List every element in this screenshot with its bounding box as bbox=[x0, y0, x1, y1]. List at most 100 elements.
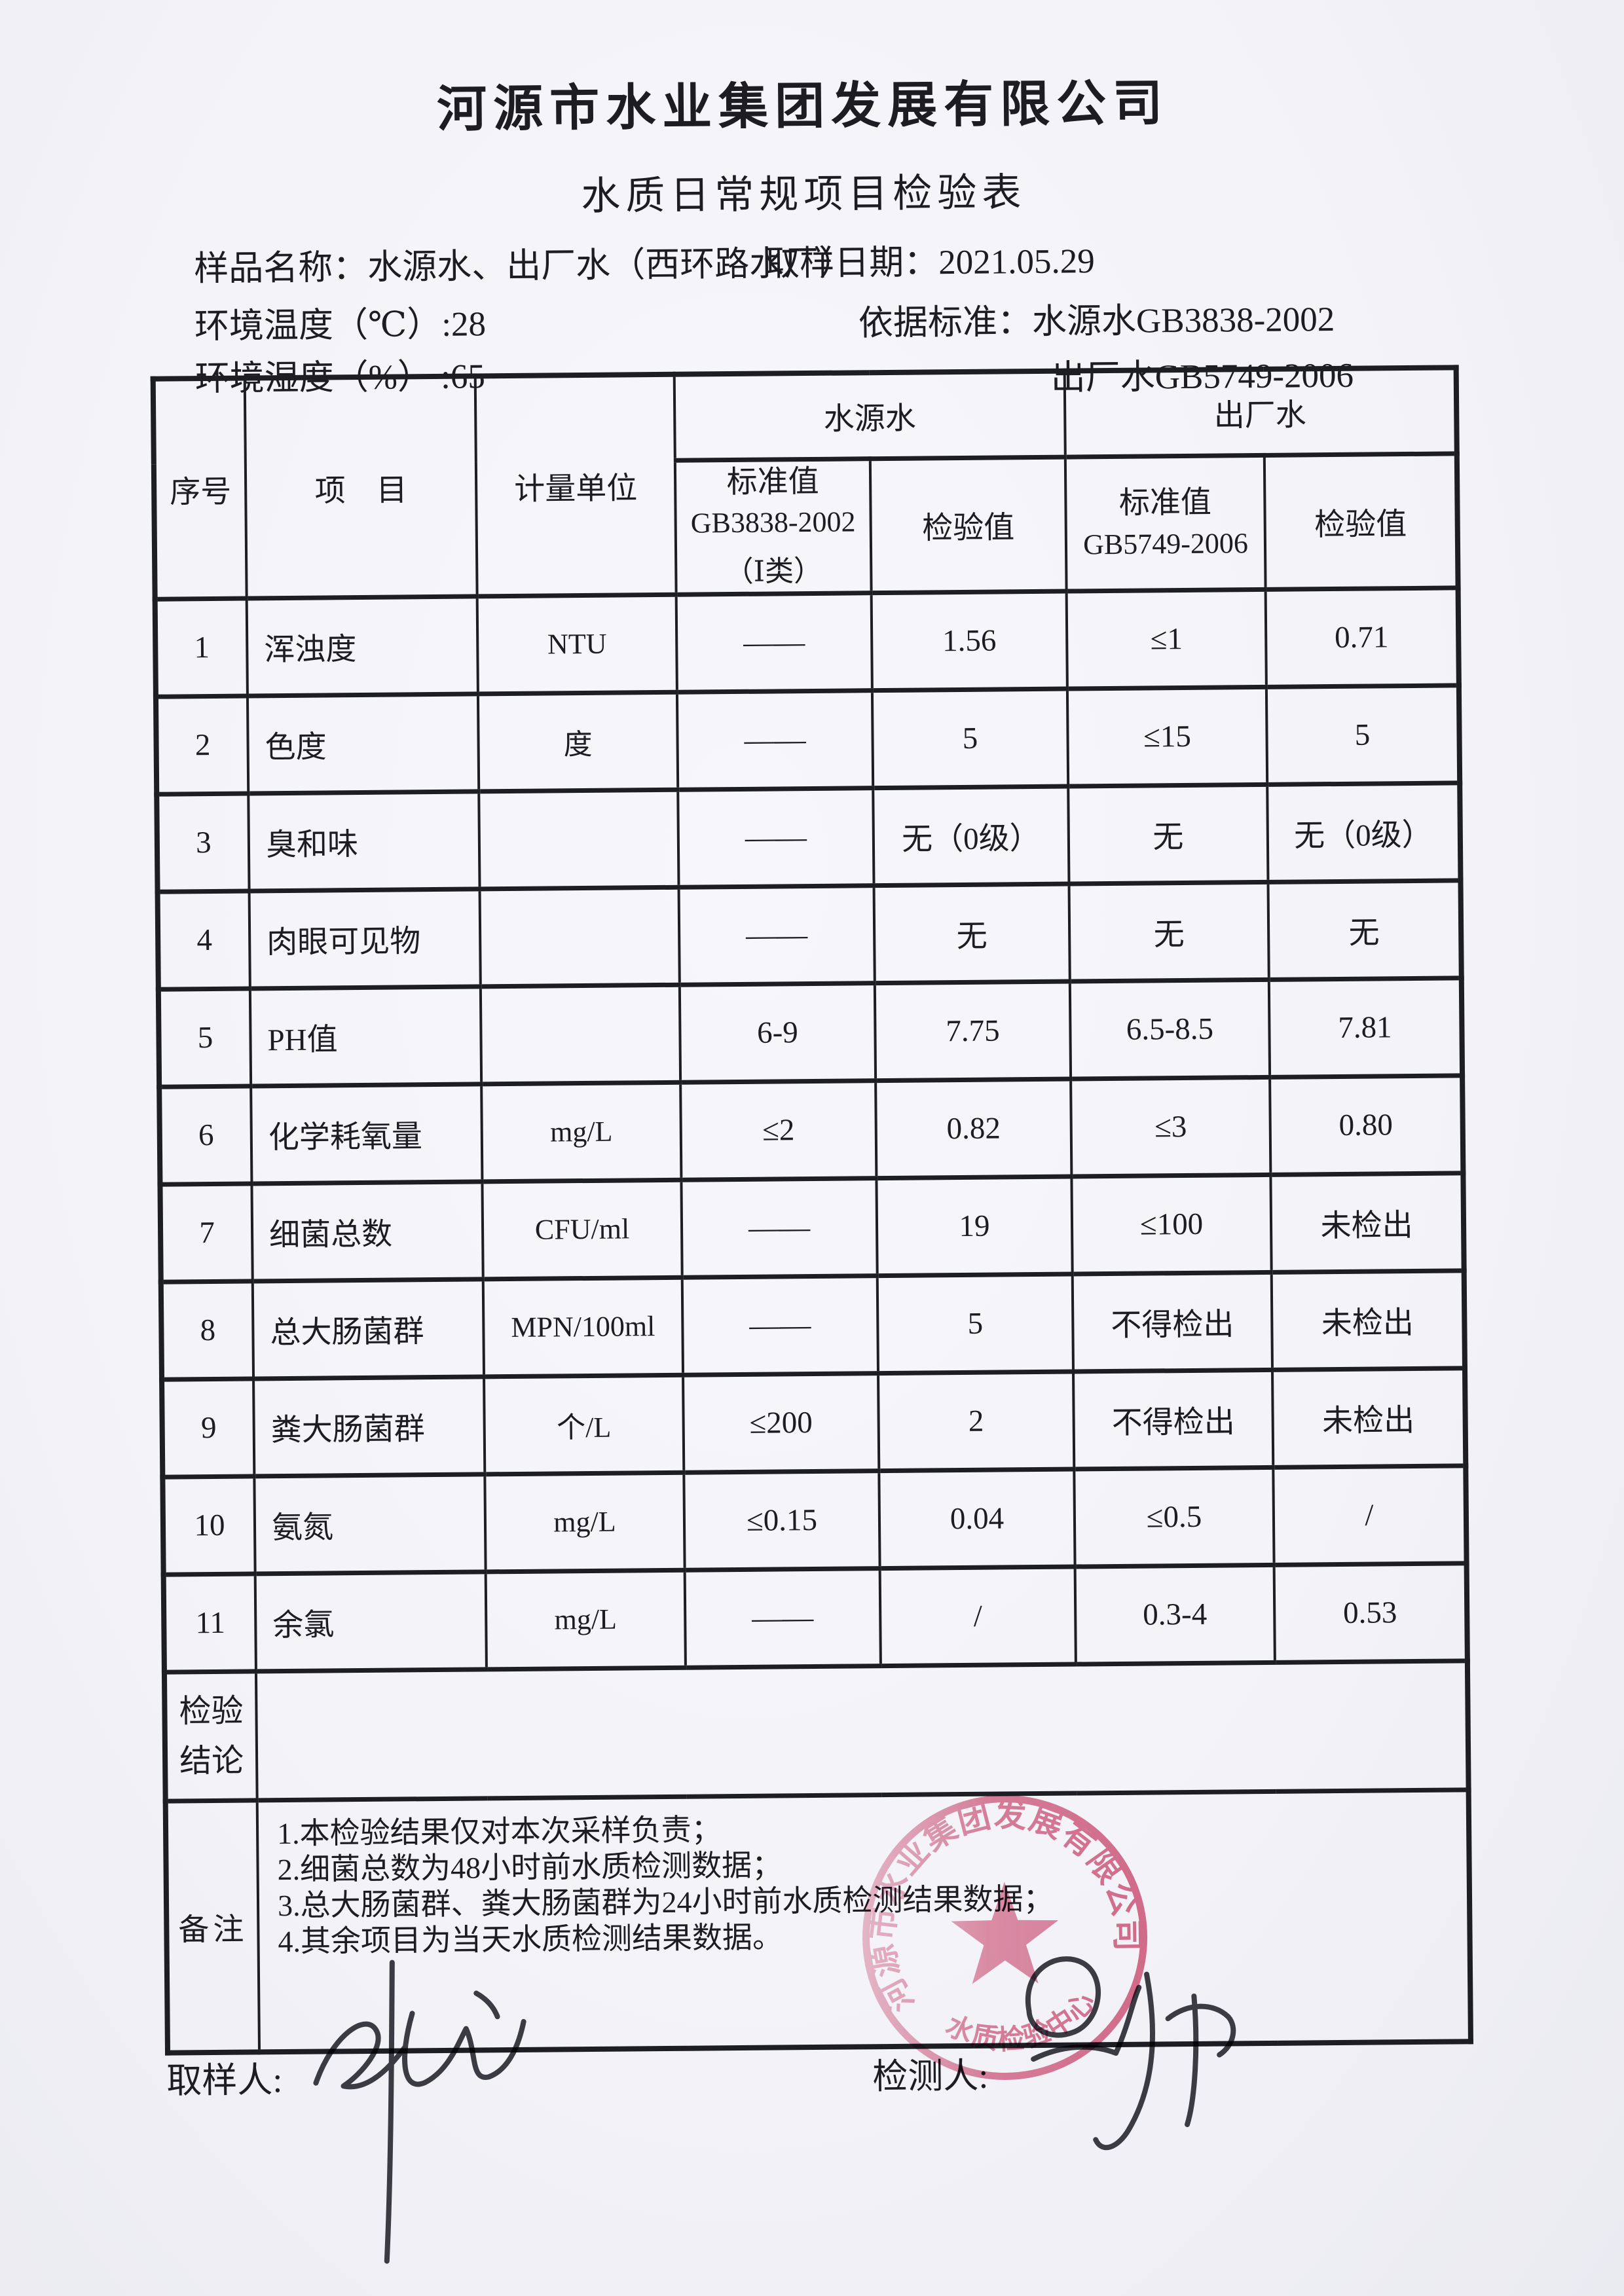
cell-unit: mg/L bbox=[485, 1569, 686, 1669]
cell-unit: mg/L bbox=[485, 1472, 685, 1572]
cell-source-value: 19 bbox=[876, 1176, 1073, 1276]
svg-text:水质检验中心: 水质检验中心 bbox=[936, 1978, 1109, 2071]
cell-finished-value: 未检出 bbox=[1271, 1270, 1465, 1370]
cell-serial: 1 bbox=[155, 598, 248, 697]
cell-unit bbox=[479, 886, 680, 987]
cell-finished-standard: ≤1 bbox=[1066, 589, 1266, 689]
cell-source-value: 无 bbox=[874, 883, 1070, 983]
cell-unit: 度 bbox=[477, 691, 678, 792]
cell-finished-value: 未检出 bbox=[1270, 1173, 1464, 1273]
cell-item: PH值 bbox=[249, 986, 482, 1086]
cell-source-standard: —— bbox=[678, 788, 874, 887]
cell-unit bbox=[480, 984, 681, 1084]
cell-finished-value: 0.71 bbox=[1265, 587, 1459, 687]
cell-finished-standard: ≤100 bbox=[1071, 1175, 1272, 1274]
cell-source-value: 1.56 bbox=[871, 591, 1067, 691]
cell-finished-standard: 不得检出 bbox=[1072, 1272, 1272, 1372]
table-row: 5 PH值 6-9 7.75 6.5-8.5 7.81 bbox=[158, 977, 1463, 1087]
tester-signature bbox=[1025, 1956, 1236, 2151]
table-row: 2 色度 度 —— 5 ≤15 5 bbox=[155, 685, 1460, 794]
table-row: 8 总大肠菌群 MPN/100ml —— 5 不得检出 未检出 bbox=[160, 1270, 1465, 1379]
cell-unit: MPN/100ml bbox=[483, 1277, 684, 1377]
cell-item: 肉眼可见物 bbox=[249, 888, 481, 989]
cell-serial: 6 bbox=[159, 1085, 252, 1184]
remarks-label: 备注 bbox=[165, 1800, 260, 2053]
cell-source-value: 0.82 bbox=[876, 1078, 1072, 1178]
cell-unit: NTU bbox=[477, 594, 677, 694]
table-row: 10 氨氮 mg/L ≤0.15 0.04 ≤0.5 / bbox=[162, 1465, 1467, 1575]
table-row: 9 粪大肠菌群 个/L ≤200 2 不得检出 未检出 bbox=[162, 1368, 1466, 1477]
cell-source-value: 无（0级） bbox=[873, 786, 1069, 886]
finished-water-group-header: 出厂水 bbox=[1064, 367, 1457, 457]
cell-finished-standard: 0.3-4 bbox=[1075, 1565, 1275, 1664]
cell-finished-standard: ≤0.5 bbox=[1074, 1467, 1274, 1567]
cell-serial: 11 bbox=[163, 1573, 256, 1672]
cell-serial: 8 bbox=[160, 1281, 254, 1379]
cell-serial: 3 bbox=[157, 793, 249, 892]
cell-unit: mg/L bbox=[481, 1082, 682, 1182]
cell-item: 粪大肠菌群 bbox=[253, 1376, 485, 1476]
conclusion-label-line1: 检验 bbox=[179, 1692, 244, 1730]
cell-item: 余氯 bbox=[255, 1571, 487, 1671]
cell-serial: 2 bbox=[155, 695, 249, 794]
cell-item: 浑浊度 bbox=[246, 596, 478, 696]
seal-bottom-text: 水质检验中心 bbox=[936, 1978, 1109, 2071]
cell-finished-value: 5 bbox=[1266, 685, 1460, 785]
cell-item: 臭和味 bbox=[248, 791, 480, 891]
cell-source-value: / bbox=[879, 1566, 1076, 1666]
cell-source-standard: 6-9 bbox=[679, 983, 876, 1082]
cell-source-standard: —— bbox=[678, 885, 875, 985]
source-standard-line1: 标准值 bbox=[726, 464, 819, 500]
table-row: 6 化学耗氧量 mg/L ≤2 0.82 ≤3 0.80 bbox=[159, 1075, 1464, 1184]
finished-value-header: 检验值 bbox=[1264, 453, 1458, 590]
cell-serial: 5 bbox=[158, 988, 251, 1087]
cell-finished-standard: 6.5-8.5 bbox=[1069, 979, 1270, 1079]
finished-standard-header: 标准值 GB5749-2006 bbox=[1065, 454, 1266, 591]
cell-item: 化学耗氧量 bbox=[251, 1084, 483, 1184]
source-standard-line2: GB3838-2002 bbox=[690, 505, 856, 539]
cell-finished-value: 无 bbox=[1268, 880, 1462, 980]
table-row: 1 浑浊度 NTU —— 1.56 ≤1 0.71 bbox=[155, 587, 1459, 697]
table-row: 4 肉眼可见物 —— 无 无 无 bbox=[157, 880, 1462, 989]
finished-standard-line2: GB5749-2006 bbox=[1082, 526, 1249, 560]
finished-standard-line1: 标准值 bbox=[1118, 485, 1212, 521]
inspection-table: 序号 项 目 计量单位 水源水 出厂水 标准值 GB3838-2002 （Ⅰ类）… bbox=[150, 365, 1473, 2056]
cell-source-standard: —— bbox=[684, 1568, 881, 1667]
cell-unit bbox=[479, 789, 679, 889]
sampler-signature bbox=[313, 1959, 526, 2264]
cell-source-value: 5 bbox=[877, 1273, 1073, 1374]
conclusion-row: 检验 结论 bbox=[164, 1660, 1469, 1801]
cell-item: 总大肠菌群 bbox=[252, 1279, 485, 1379]
cell-finished-value: 7.81 bbox=[1268, 977, 1463, 1078]
unit-col-header: 计量单位 bbox=[475, 374, 676, 596]
cell-unit: CFU/ml bbox=[482, 1179, 682, 1279]
conclusion-label: 检验 结论 bbox=[164, 1671, 257, 1801]
cell-source-value: 7.75 bbox=[874, 981, 1071, 1081]
cell-source-value: 5 bbox=[872, 688, 1069, 788]
cell-source-standard: ≤200 bbox=[683, 1373, 879, 1472]
cell-serial: 9 bbox=[162, 1378, 255, 1477]
source-value-header: 检验值 bbox=[870, 456, 1067, 593]
cell-item: 色度 bbox=[247, 693, 479, 793]
cell-finished-value: 无（0级） bbox=[1267, 782, 1461, 883]
cell-source-standard: —— bbox=[676, 592, 872, 692]
seal-star-icon bbox=[951, 1882, 1059, 1984]
sampler-label: 取样人: bbox=[166, 2060, 283, 2101]
cell-source-value: 2 bbox=[878, 1371, 1075, 1471]
table-row: 3 臭和味 —— 无（0级） 无 无（0级） bbox=[157, 782, 1461, 892]
env-temperature: 环境温度（℃）:28 bbox=[194, 305, 487, 346]
cell-finished-standard: ≤3 bbox=[1071, 1077, 1271, 1176]
cell-finished-value: / bbox=[1273, 1465, 1467, 1565]
cell-finished-standard: ≤15 bbox=[1067, 687, 1268, 786]
company-seal: 河源市水业集团发展有限公司 水质检验中心 bbox=[846, 1779, 1155, 2080]
cell-serial: 10 bbox=[162, 1476, 255, 1575]
cell-item: 细菌总数 bbox=[251, 1181, 483, 1281]
seal-ring bbox=[862, 1795, 1148, 2080]
cell-finished-value: 0.80 bbox=[1270, 1075, 1464, 1175]
cell-source-standard: —— bbox=[676, 690, 874, 790]
cell-source-standard: —— bbox=[681, 1178, 877, 1277]
header-group-row: 序号 项 目 计量单位 水源水 出厂水 bbox=[153, 367, 1457, 599]
serial-col-header: 序号 bbox=[153, 378, 247, 599]
